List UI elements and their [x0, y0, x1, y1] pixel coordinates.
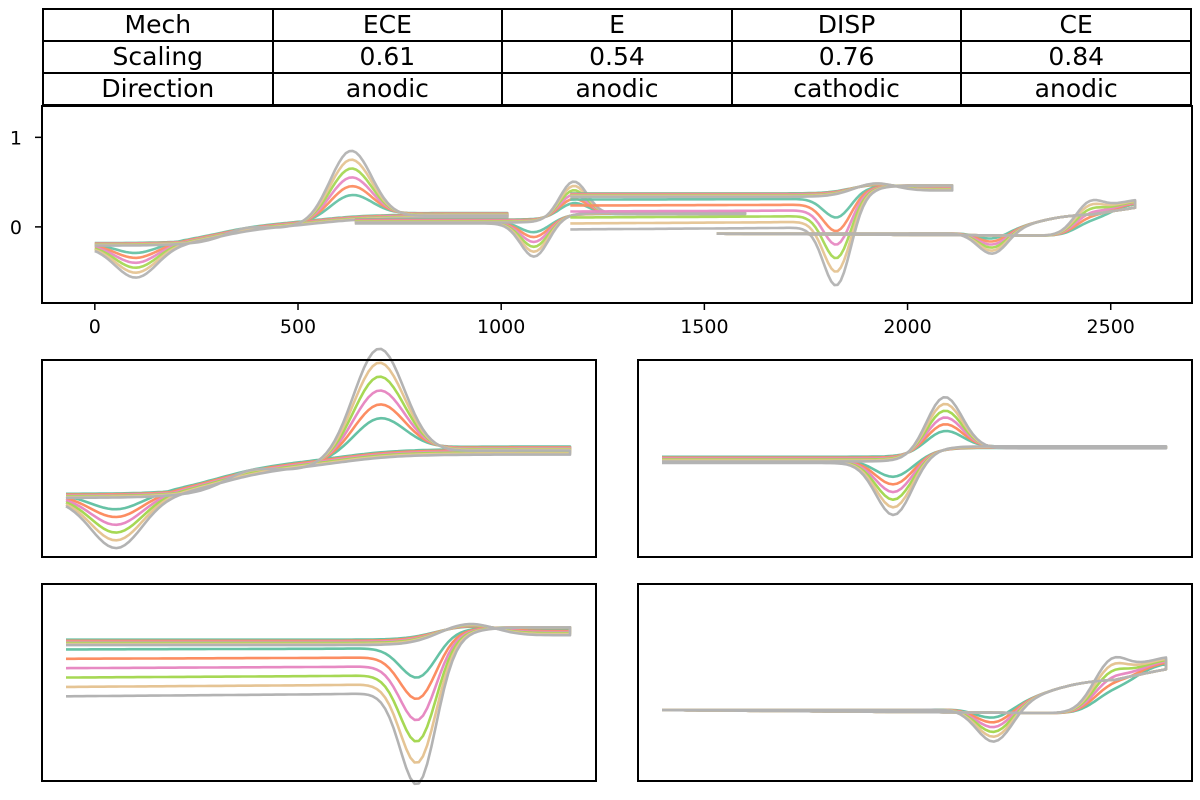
series-line [662, 658, 1168, 734]
series-line [662, 396, 1168, 517]
x-tick-label: 1000 [477, 316, 525, 338]
table-cell: DISP [730, 8, 963, 42]
table-cell: anodic [501, 72, 733, 106]
series-line [66, 624, 572, 700]
x-tick-label: 1500 [680, 316, 728, 338]
main-cv-plot: 0 500 1000 1500 2000 2500 0 1 [10, 105, 1193, 338]
series-line [66, 623, 572, 743]
table-cell: 0.61 [271, 40, 504, 74]
ce-panel [637, 583, 1193, 782]
series-line [716, 200, 1137, 249]
series-line [65, 347, 572, 550]
table-cell: 0.54 [501, 40, 733, 74]
panel-frame [41, 583, 597, 782]
x-tick-label: 2000 [883, 316, 931, 338]
x-tick-label: 2500 [1087, 316, 1135, 338]
table-cell: Mech [42, 8, 274, 42]
y-tick-label: 0 [10, 217, 22, 239]
series-line [65, 389, 572, 527]
series-line [94, 149, 509, 279]
ece-panel [41, 347, 597, 558]
table-row: Mech ECE E DISP CE [42, 8, 1192, 42]
table-cell: Scaling [42, 40, 274, 74]
table-cell: E [501, 8, 733, 42]
panel-frame [637, 583, 1193, 782]
table-cell: 0.84 [960, 40, 1192, 74]
table-row: Scaling 0.61 0.54 0.76 0.84 [42, 40, 1192, 74]
series-line [66, 622, 572, 786]
series-line [570, 182, 954, 287]
series-line [716, 198, 1137, 255]
table-cell: CE [960, 8, 1192, 42]
table-cell: anodic [271, 72, 504, 106]
table-cell: anodic [960, 72, 1192, 106]
x-tick-label: 0 [89, 316, 101, 338]
series-line [354, 180, 747, 258]
plot-frame [41, 105, 1193, 304]
series-line [662, 655, 1168, 743]
y-tick-label: 1 [10, 127, 22, 149]
series-line [66, 625, 572, 679]
table-cell: 0.76 [730, 40, 963, 74]
table-cell: Direction [42, 72, 274, 106]
table-cell: ECE [271, 8, 504, 42]
table-row: Direction anodic anodic cathodic anodic [42, 72, 1192, 106]
e-panel [637, 359, 1193, 558]
disp-panel [41, 583, 597, 786]
x-tick-label: 500 [280, 316, 316, 338]
panel-frame [41, 359, 597, 558]
table-cell: cathodic [730, 72, 963, 106]
summary-table: Mech ECE E DISP CE Scaling 0.61 0.54 0.7… [42, 8, 1192, 106]
panel-frame [637, 359, 1193, 558]
